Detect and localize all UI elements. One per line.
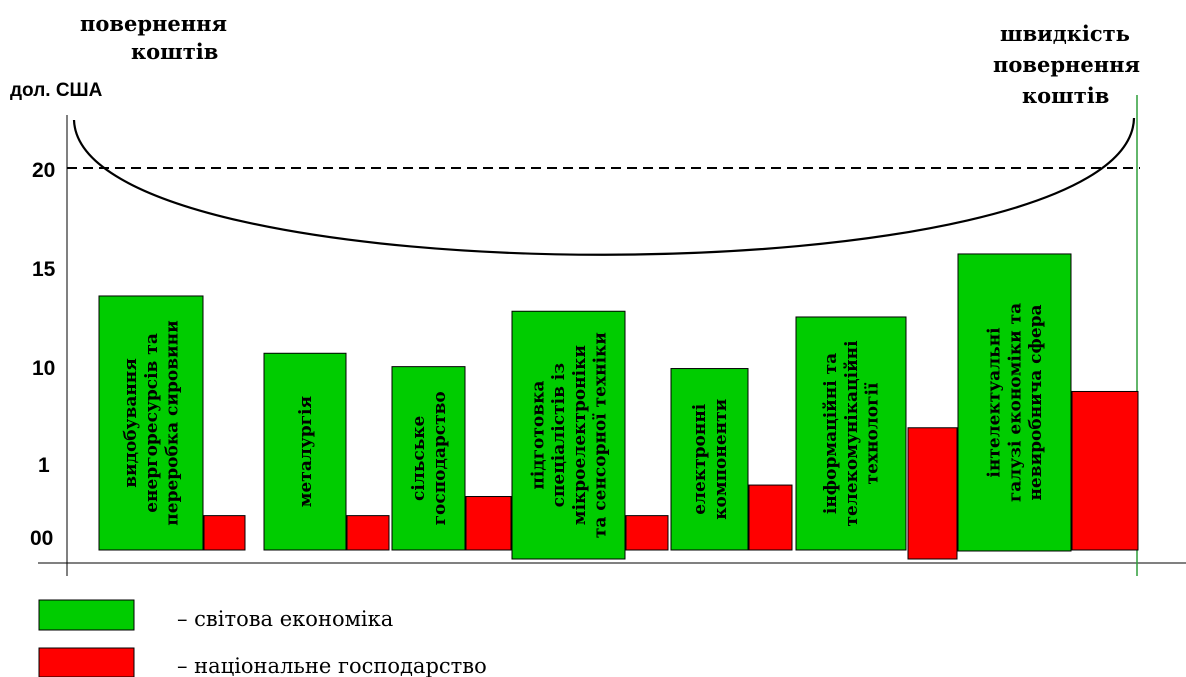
category-label-line: спеціалістів із <box>549 363 569 508</box>
legend-label-world: – світова економіка <box>177 607 393 631</box>
bar-national-economy <box>203 515 246 551</box>
category-label-line: енергоресурсів та <box>142 333 162 513</box>
bar-national-economy <box>748 484 793 551</box>
bar-national-economy <box>1071 390 1139 551</box>
category-label-line: сільське <box>409 415 429 500</box>
y-tick-label: 10 <box>32 357 55 380</box>
category-label-line: галузі економіки та <box>1005 303 1025 502</box>
category-label-line: технології <box>863 382 883 484</box>
category-label: видобуванняенергоресурсів тапереробка си… <box>121 320 182 526</box>
bar-national-economy <box>346 515 390 551</box>
bar-world-economy <box>957 253 1072 552</box>
category-label: підготовкаспеціалістів ізмікроелектронік… <box>528 332 610 538</box>
bar-world-economy <box>98 295 204 551</box>
right-annotation-line: швидкість <box>1000 21 1130 46</box>
bar-national-economy <box>907 427 958 560</box>
bar-national-economy <box>465 496 512 551</box>
category-label: інтелектуальнігалузі економіки таневироб… <box>985 303 1046 502</box>
bar-world-economy <box>795 316 907 551</box>
right-annotation-line: коштів <box>1022 83 1109 108</box>
category-label: металургія <box>296 396 316 507</box>
y-axis-label: дол. США <box>10 80 103 101</box>
y-tick-label: 00 <box>30 527 53 550</box>
category-label-line: інтелектуальні <box>985 327 1005 478</box>
y-tick-label: 20 <box>32 159 55 182</box>
bar-world-economy <box>511 310 626 560</box>
bar-national-economy <box>625 515 669 551</box>
category-label-line: підготовка <box>528 381 548 490</box>
category-label-line: господарство <box>430 391 450 525</box>
bars: видобуванняенергоресурсів тапереробка си… <box>98 253 1139 560</box>
bar-world-economy <box>263 352 347 551</box>
bar-world-economy <box>670 368 749 551</box>
y-tick-label: 1 <box>38 454 50 477</box>
category-label: сільськегосподарство <box>409 391 450 525</box>
category-label-line: мікроелектроніки <box>570 345 590 526</box>
bar-world-economy <box>391 366 466 551</box>
category-label-line: електронні <box>690 403 710 515</box>
return-curve <box>72 117 1136 256</box>
left-annotation-line: повернення <box>80 11 227 36</box>
category-label: електроннікомпоненти <box>690 398 731 519</box>
legend-label-national: – національне господарство <box>177 654 487 677</box>
category-label-line: інформаційні та <box>821 353 841 514</box>
left-annotation-line: коштів <box>131 39 218 64</box>
right-annotation-line: повернення <box>993 52 1140 77</box>
category-label-line: компоненти <box>711 398 731 519</box>
category-label: інформаційні тателекомунікаційнітехнолог… <box>821 340 882 527</box>
category-label-line: невиробнича сфера <box>1026 304 1046 500</box>
legend-swatch-world <box>38 599 135 631</box>
category-label-line: видобування <box>121 358 141 488</box>
category-label-line: переробка сировини <box>163 320 183 526</box>
category-label-line: телекомунікаційні <box>842 340 862 527</box>
y-tick-label: 15 <box>32 258 56 281</box>
legend-swatch-national <box>38 647 135 677</box>
category-label-line: металургія <box>296 396 316 507</box>
category-label-line: та сенсорної техніки <box>591 332 611 538</box>
